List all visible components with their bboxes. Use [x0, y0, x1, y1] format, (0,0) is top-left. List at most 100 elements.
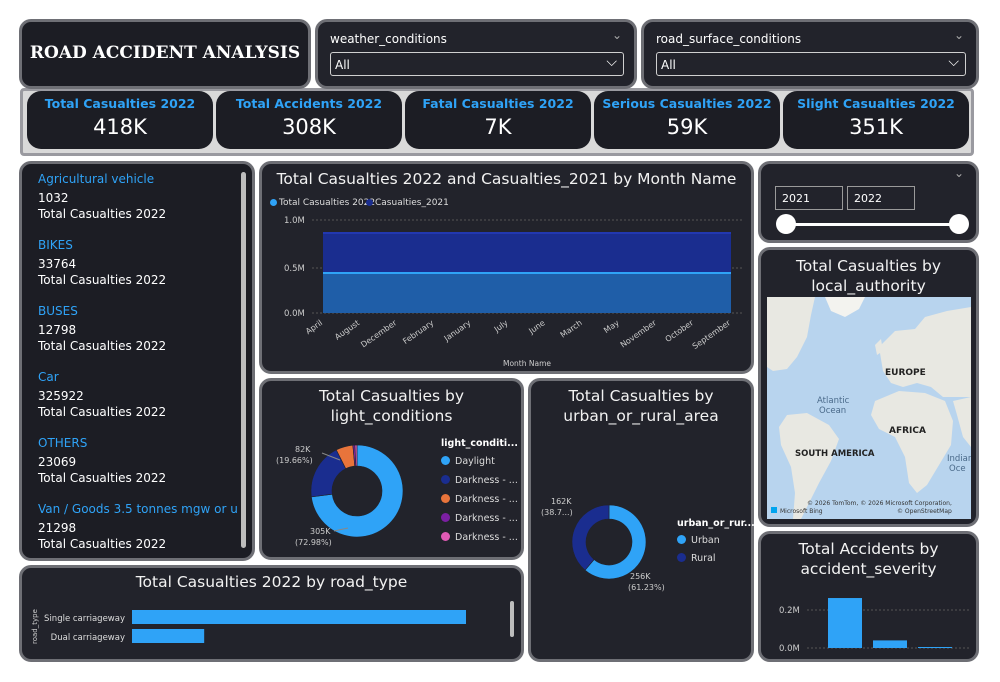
kpi-total-casualties: Total Casualties 2022 418K [27, 91, 213, 149]
bing-label: Microsoft Bing [780, 508, 823, 515]
list-item: Car 325922 Total Casualties 2022 [38, 370, 238, 436]
road-surface-filter[interactable]: road_surface_conditions ⌄ All ⌵ [641, 19, 979, 89]
legend-label: Daylight [455, 456, 495, 467]
month-chart-panel: Total Casualties 2022 and Casualties_202… [259, 161, 754, 374]
weather-filter-label: weather_conditions [330, 32, 447, 46]
data-label: (19.66%) [276, 456, 313, 465]
list-item: BIKES 33764 Total Casualties 2022 [38, 238, 238, 304]
urban-rural-panel: Total Casualties by urban_or_rural_area … [528, 378, 755, 662]
data-label: (38.7...) [541, 508, 573, 517]
vehicle-value: 21298 [38, 521, 77, 535]
chart-title-line2: accident_severity [800, 560, 937, 578]
legend-label: Darkness - ... [455, 475, 518, 486]
data-label: 256K [630, 572, 651, 581]
data-label: 82K [295, 445, 311, 454]
area-series-2022[interactable] [323, 273, 731, 313]
slider-track[interactable] [787, 223, 959, 226]
slider-handle-end[interactable] [949, 214, 969, 234]
year-from-input[interactable]: 2021 [775, 186, 843, 210]
kpi-value: 418K [93, 115, 147, 139]
legend-darkness-4: Darkness - ... [441, 532, 518, 543]
donut-slice[interactable] [354, 444, 358, 467]
map-land-south-america [779, 413, 839, 519]
bar[interactable] [132, 610, 466, 624]
year-to-input[interactable]: 2022 [847, 186, 915, 210]
legend-title: urban_or_rur... [677, 518, 755, 529]
kpi-label: Total Casualties 2022 [44, 96, 196, 111]
x-tick-label: November [619, 318, 659, 350]
chevron-down-icon[interactable]: ⌄ [953, 166, 964, 180]
vehicle-list: Agricultural vehicle 1032 Total Casualti… [38, 172, 238, 568]
kpi-value: 308K [282, 115, 336, 139]
y-tick: 1.0M [284, 216, 305, 226]
leader-line [333, 527, 349, 532]
road-type-panel: Total Casualties 2022 by road_type road_… [19, 565, 524, 662]
bing-logo-icon [771, 507, 777, 513]
donut-slice[interactable] [571, 504, 610, 571]
vehicle-label: Car [38, 370, 59, 384]
bars [132, 610, 466, 643]
x-tick-label: February [401, 318, 435, 346]
kpi-slight-casualties: Slight Casualties 2022 351K [783, 91, 969, 149]
road-surface-select[interactable]: All ⌵ [656, 52, 966, 76]
vehicle-value: 12798 [38, 323, 77, 337]
y-tick: 0.5M [284, 264, 305, 274]
map-title-text: Total Casualties by local_authority [795, 257, 942, 295]
legend-darkness-2: Darkness - ... [441, 494, 518, 505]
weather-select[interactable]: All ⌵ [330, 52, 624, 76]
weather-filter[interactable]: weather_conditions ⌄ All ⌵ [315, 19, 637, 89]
donut-slices [571, 504, 647, 580]
data-label: 162K [551, 497, 572, 506]
chart-title-line2: urban_or_rural_area [563, 407, 719, 425]
y-tick: 0.2M [779, 606, 800, 616]
map-land-asia [953, 397, 971, 447]
chevron-down-icon[interactable]: ⌄ [953, 28, 964, 42]
x-tick-label: March [559, 318, 584, 339]
legend-label: Rural [691, 553, 716, 564]
urban-donut-chart: 162K (38.7...) 256K (61.23%) [541, 497, 665, 592]
vehicle-sub: Total Casualties 2022 [38, 537, 167, 551]
dropdown-arrow-icon[interactable]: ⌵ [948, 54, 959, 70]
legend-label: Casualties_2021 [375, 198, 449, 208]
list-item: OTHERS 23069 Total Casualties 2022 [38, 436, 238, 502]
chart-title: Total Accidents by accident_severity [761, 539, 976, 579]
map-panel: Total Casualties by local_authority EURO… [758, 247, 979, 527]
vehicle-sub: Total Casualties 2022 [38, 339, 167, 353]
vehicle-label: Van / Goods 3.5 tonnes mgw or und... [38, 502, 238, 516]
vehicle-sub: Total Casualties 2022 [38, 405, 167, 419]
x-tick-label: April [304, 318, 324, 336]
legend-dot [366, 199, 373, 206]
chart-title: Total Casualties 2022 and Casualties_202… [276, 170, 737, 188]
light-conditions-panel: Total Casualties by light_conditions 82K… [259, 378, 524, 560]
bar[interactable] [828, 598, 862, 648]
road-surface-select-value: All [661, 58, 676, 72]
slider-handle-start[interactable] [776, 214, 796, 234]
leader-line [321, 452, 341, 461]
data-label: (61.23%) [628, 583, 665, 592]
scrollbar[interactable] [510, 601, 514, 637]
map-label-atlantic: Atlantic [817, 396, 850, 406]
road-type-bar-chart: road_type Single carriageway Dual carria… [31, 601, 514, 644]
legend-urban: Urban [677, 535, 720, 546]
bar[interactable] [873, 640, 907, 648]
x-tick-label: July [492, 318, 510, 334]
legend-dot [441, 456, 450, 465]
vehicle-label: Agricultural vehicle [38, 172, 155, 186]
y-tick: 0.0M [779, 644, 800, 654]
dropdown-arrow-icon[interactable]: ⌵ [606, 54, 617, 70]
map-title: Total Casualties by local_authority [761, 256, 976, 296]
map-view[interactable]: EUROPE AFRICA SOUTH AMERICA Atlantic Oce… [767, 297, 971, 519]
weather-select-value: All [335, 58, 350, 72]
scrollbar[interactable] [241, 172, 246, 548]
donut-slice[interactable] [584, 504, 647, 580]
legend-daylight: Daylight [441, 456, 495, 467]
kpi-serious-casualties: Serious Casualties 2022 59K [594, 91, 780, 149]
vehicle-sub: Total Casualties 2022 [38, 207, 167, 221]
list-item: Van / Goods 3.5 tonnes mgw or und... 212… [38, 502, 238, 568]
vehicle-sub: Total Casualties 2022 [38, 471, 167, 485]
bar[interactable] [132, 629, 205, 643]
chevron-down-icon[interactable]: ⌄ [611, 28, 622, 42]
bar[interactable] [918, 647, 952, 648]
x-axis-label: Month Name [503, 359, 551, 368]
donut-slice[interactable] [311, 444, 404, 538]
